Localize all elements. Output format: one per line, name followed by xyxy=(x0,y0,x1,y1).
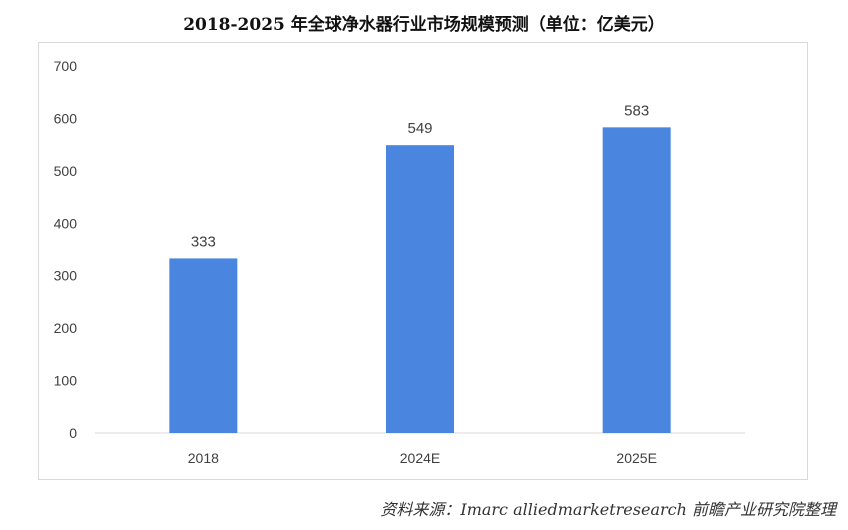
data-label: 583 xyxy=(624,102,649,119)
y-tick-label: 300 xyxy=(54,268,78,284)
data-label: 549 xyxy=(407,120,432,137)
x-axis-ticks: 2018 2024E 2025E xyxy=(188,450,657,466)
y-tick-label: 100 xyxy=(54,373,78,389)
x-tick-label: 2025E xyxy=(616,450,656,466)
data-label: 333 xyxy=(191,233,216,250)
y-tick-label: 0 xyxy=(69,425,77,441)
data-labels: 333 549 583 xyxy=(191,102,649,250)
chart-title: 2018-2025 年全球净水器行业市场规模预测（单位：亿美元） xyxy=(183,15,665,35)
y-tick-label: 200 xyxy=(54,320,78,336)
y-tick-label: 600 xyxy=(54,110,78,126)
source-note: 资料来源：Imarc alliedmarketresearch 前瞻产业研究院整… xyxy=(380,500,836,519)
x-tick-label: 2018 xyxy=(188,450,219,466)
bar-2018 xyxy=(169,258,238,433)
y-tick-label: 500 xyxy=(54,163,78,179)
bars xyxy=(169,127,671,433)
bar-2025e xyxy=(602,127,671,433)
y-tick-label: 700 xyxy=(54,58,78,74)
x-tick-label: 2024E xyxy=(400,450,440,466)
chart-frame xyxy=(38,42,808,480)
bar-2024e xyxy=(386,145,454,433)
y-tick-label: 400 xyxy=(54,215,78,231)
y-axis-ticks: 0 100 200 300 400 500 600 700 xyxy=(54,58,78,441)
